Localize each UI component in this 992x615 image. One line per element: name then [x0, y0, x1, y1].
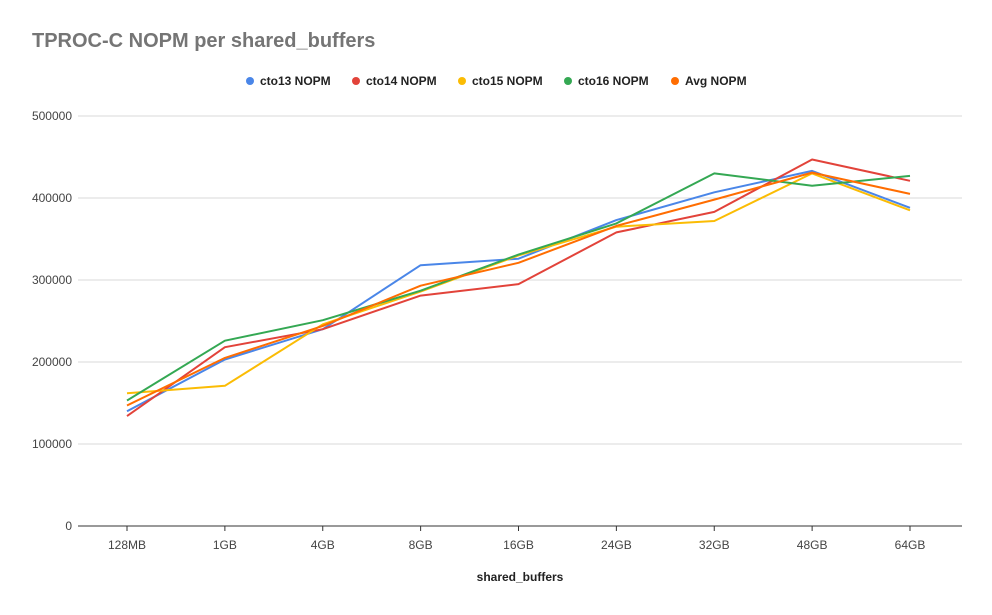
y-tick-label: 300000 — [32, 273, 72, 287]
legend-marker — [671, 77, 679, 85]
x-axis-title: shared_buffers — [477, 570, 564, 584]
x-tick-label: 48GB — [797, 538, 828, 552]
x-tick-label: 4GB — [311, 538, 335, 552]
legend-label: cto13 NOPM — [260, 74, 331, 88]
y-tick-label: 100000 — [32, 437, 72, 451]
x-tick-label: 64GB — [895, 538, 926, 552]
series-line-cto13-nopm — [126, 169, 911, 413]
y-tick-label: 500000 — [32, 109, 72, 123]
series-line-cto16-nopm — [126, 172, 911, 402]
x-tick-label: 1GB — [213, 538, 237, 552]
chart-title: TPROC-C NOPM per shared_buffers — [32, 30, 376, 52]
y-tick-label: 200000 — [32, 355, 72, 369]
legend-label: cto14 NOPM — [366, 74, 437, 88]
series-line-cto14-nopm — [126, 158, 911, 417]
legend-marker — [352, 77, 360, 85]
legend-marker — [458, 77, 466, 85]
x-tick-label: 24GB — [601, 538, 632, 552]
legend-label: cto15 NOPM — [472, 74, 543, 88]
legend-marker — [246, 77, 254, 85]
legend-label: Avg NOPM — [685, 74, 747, 88]
x-tick-label: 16GB — [503, 538, 534, 552]
x-tick-label: 128MB — [108, 538, 146, 552]
legend-marker — [564, 77, 572, 85]
y-tick-label: 0 — [65, 519, 72, 533]
y-tick-label: 400000 — [32, 191, 72, 205]
x-tick-label: 32GB — [699, 538, 730, 552]
legend-label: cto16 NOPM — [578, 74, 649, 88]
x-tick-label: 8GB — [409, 538, 433, 552]
series-line-avg-nopm — [126, 171, 911, 407]
